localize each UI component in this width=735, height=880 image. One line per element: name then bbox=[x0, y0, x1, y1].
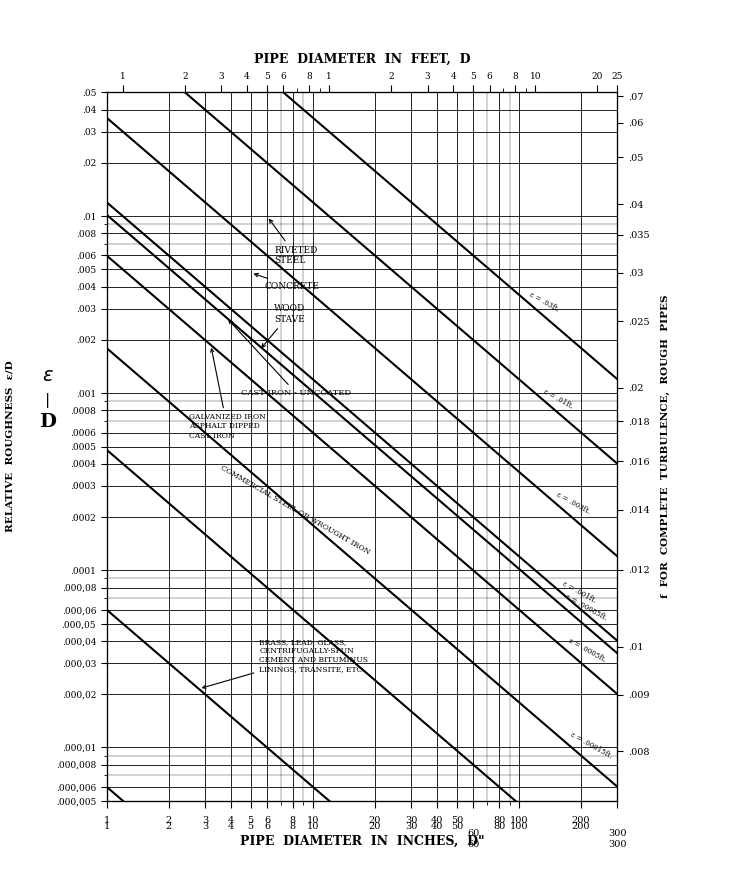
Text: 100: 100 bbox=[510, 817, 528, 825]
Text: CONCRETE: CONCRETE bbox=[254, 274, 319, 291]
Text: 100: 100 bbox=[510, 822, 528, 831]
Y-axis label: f  FOR  COMPLETE  TURBULENCE,  ROUGH  PIPES: f FOR COMPLETE TURBULENCE, ROUGH PIPES bbox=[661, 295, 670, 598]
Text: 60: 60 bbox=[467, 829, 479, 838]
Text: 300: 300 bbox=[608, 840, 627, 849]
Text: 30: 30 bbox=[405, 817, 417, 825]
Text: GALVANIZED IRON
ASPHALT DIPPED
CAST IRON: GALVANIZED IRON ASPHALT DIPPED CAST IRON bbox=[189, 348, 265, 440]
Text: $\varepsilon$: $\varepsilon$ bbox=[42, 367, 54, 385]
Text: ε = .001ft.: ε = .001ft. bbox=[561, 580, 598, 605]
Text: COMMERCIAL STEEL OR WROUGHT IRON: COMMERCIAL STEEL OR WROUGHT IRON bbox=[219, 464, 371, 556]
Text: 20: 20 bbox=[369, 817, 381, 825]
Text: 3: 3 bbox=[202, 822, 208, 831]
Text: 40: 40 bbox=[431, 822, 443, 831]
Text: 6: 6 bbox=[264, 822, 270, 831]
Text: 5: 5 bbox=[248, 817, 254, 825]
Text: BRASS, LEAD, GLASS,
CENTRIFUGALLY-SPUN
CEMENT AND BITUMINUS
LININGS, TRANSITE, E: BRASS, LEAD, GLASS, CENTRIFUGALLY-SPUN C… bbox=[203, 638, 368, 688]
Text: 200: 200 bbox=[572, 817, 590, 825]
Text: 10: 10 bbox=[306, 817, 319, 825]
Text: ε = .03ft.: ε = .03ft. bbox=[528, 290, 560, 313]
Text: 200: 200 bbox=[572, 822, 590, 831]
Text: ε = .00085ft.: ε = .00085ft. bbox=[564, 592, 609, 622]
Text: 8: 8 bbox=[290, 817, 296, 825]
Text: 4: 4 bbox=[228, 817, 234, 825]
Text: 80: 80 bbox=[493, 817, 505, 825]
Text: 2: 2 bbox=[165, 822, 172, 831]
Text: 50: 50 bbox=[451, 817, 463, 825]
Text: 2: 2 bbox=[165, 817, 172, 825]
Text: 10: 10 bbox=[306, 822, 319, 831]
Text: 4: 4 bbox=[228, 822, 234, 831]
Text: ε = .00015ft.: ε = .00015ft. bbox=[569, 730, 614, 760]
Text: 40: 40 bbox=[431, 817, 443, 825]
Text: 6: 6 bbox=[264, 817, 270, 825]
Text: 5: 5 bbox=[248, 822, 254, 831]
Text: 3: 3 bbox=[202, 817, 208, 825]
Text: ε = .01ft.: ε = .01ft. bbox=[542, 388, 576, 411]
Text: D: D bbox=[40, 413, 57, 431]
Text: 80: 80 bbox=[493, 822, 505, 831]
X-axis label: PIPE  DIAMETER  IN  FEET,  D: PIPE DIAMETER IN FEET, D bbox=[254, 54, 470, 66]
Text: CAST IRON - UNCOATED: CAST IRON - UNCOATED bbox=[229, 320, 351, 397]
Text: 60: 60 bbox=[467, 840, 479, 849]
Text: WOOD
STAVE: WOOD STAVE bbox=[262, 304, 306, 348]
Text: RIVETED
STEEL: RIVETED STEEL bbox=[270, 219, 318, 265]
Text: ε = .0005ft.: ε = .0005ft. bbox=[567, 637, 607, 664]
Text: 1: 1 bbox=[104, 822, 110, 831]
Text: 8: 8 bbox=[290, 822, 296, 831]
Text: 20: 20 bbox=[369, 822, 381, 831]
X-axis label: PIPE  DIAMETER  IN  INCHES,  D": PIPE DIAMETER IN INCHES, D" bbox=[240, 835, 484, 847]
Text: ε = .003ft.: ε = .003ft. bbox=[556, 490, 592, 516]
Text: 50: 50 bbox=[451, 822, 463, 831]
Text: |: | bbox=[46, 393, 51, 408]
Text: 1: 1 bbox=[104, 817, 110, 825]
Y-axis label: RELATIVE  ROUGHNESS  ε/D: RELATIVE ROUGHNESS ε/D bbox=[5, 361, 14, 532]
Text: 300: 300 bbox=[608, 829, 627, 838]
Text: 30: 30 bbox=[405, 822, 417, 831]
